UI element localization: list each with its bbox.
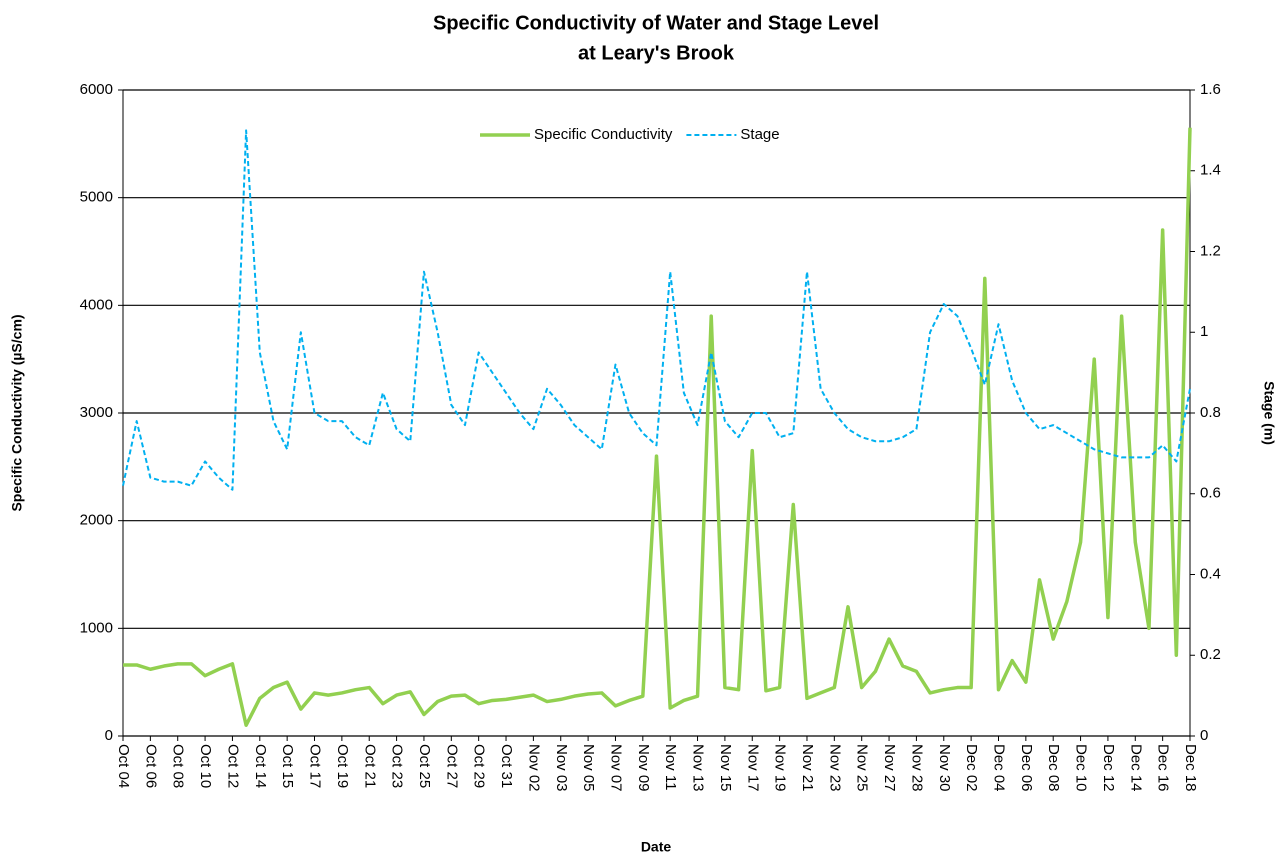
- series-line: [122, 129, 1191, 491]
- x-tick-label: Oct 19: [334, 744, 351, 788]
- y2-tick-label: 0.6: [1200, 485, 1221, 502]
- y2-tick-label: 1: [1200, 323, 1208, 340]
- x-tick-label: Oct 23: [389, 744, 406, 788]
- x-tick-label: Dec 12: [1100, 744, 1117, 792]
- x-tick-label: Oct 21: [361, 744, 378, 788]
- y-tick-label: 1000: [80, 619, 113, 636]
- x-tick-label: Oct 14: [252, 744, 269, 788]
- x-tick-label: Oct 10: [197, 744, 214, 788]
- y2-tick-label: 0.4: [1200, 565, 1221, 582]
- x-axis-label: Date: [641, 839, 672, 855]
- x-tick-label: Nov 27: [881, 744, 898, 792]
- legend-label: Stage: [740, 126, 779, 143]
- x-tick-label: Oct 17: [307, 744, 324, 788]
- x-tick-label: Nov 02: [525, 744, 542, 792]
- x-tick-label: Dec 02: [963, 744, 980, 792]
- y2-tick-label: 1.6: [1200, 81, 1221, 98]
- x-tick-label: Dec 10: [1073, 744, 1090, 792]
- x-tick-label: Nov 21: [799, 744, 816, 792]
- x-tick-label: Oct 04: [115, 744, 132, 788]
- x-tick-label: Nov 13: [690, 744, 707, 792]
- x-tick-label: Nov 19: [772, 744, 789, 792]
- y-tick-label: 0: [105, 727, 113, 744]
- y2-tick-label: 0: [1200, 727, 1208, 744]
- y2-tick-label: 1.2: [1200, 242, 1221, 259]
- x-tick-label: Dec 18: [1182, 744, 1199, 792]
- y2-tick-label: 1.4: [1200, 162, 1221, 179]
- x-tick-label: Nov 23: [826, 744, 843, 792]
- y2-axis-label: Stage (m): [1261, 381, 1277, 445]
- x-tick-label: Dec 14: [1127, 744, 1144, 792]
- y-tick-label: 6000: [80, 81, 113, 98]
- x-tick-label: Nov 09: [635, 744, 652, 792]
- x-tick-label: Oct 06: [142, 744, 159, 788]
- x-tick-label: Nov 07: [607, 744, 624, 792]
- x-tick-label: Oct 31: [498, 744, 515, 788]
- x-tick-label: Dec 08: [1045, 744, 1062, 792]
- x-tick-label: Nov 03: [553, 744, 570, 792]
- y-tick-label: 5000: [80, 189, 113, 206]
- x-tick-label: Nov 25: [854, 744, 871, 792]
- x-tick-label: Nov 28: [908, 744, 925, 792]
- chart-title: Specific Conductivity of Water and Stage…: [433, 12, 879, 34]
- x-tick-label: Oct 25: [416, 744, 433, 788]
- x-tick-label: Nov 11: [662, 744, 679, 790]
- x-tick-label: Dec 16: [1155, 744, 1172, 792]
- y-tick-label: 4000: [80, 296, 113, 313]
- chart-title: at Leary's Brook: [578, 42, 735, 64]
- x-tick-label: Oct 12: [224, 744, 241, 788]
- x-tick-label: Dec 06: [1018, 744, 1035, 792]
- y-tick-label: 2000: [80, 512, 113, 529]
- y2-tick-label: 0.8: [1200, 404, 1221, 421]
- x-tick-label: Oct 15: [279, 744, 296, 788]
- x-tick-label: Nov 30: [936, 744, 953, 792]
- y-axis-label: Specific Conductivity (µS/cm): [9, 314, 25, 511]
- x-tick-label: Nov 05: [580, 744, 597, 792]
- x-tick-label: Oct 08: [170, 744, 187, 788]
- legend-label: Specific Conductivity: [534, 126, 673, 143]
- x-tick-label: Nov 17: [744, 744, 761, 792]
- y-tick-label: 3000: [80, 404, 113, 421]
- x-tick-label: Nov 15: [717, 744, 734, 792]
- y2-tick-label: 0.2: [1200, 646, 1221, 663]
- series-line: [123, 127, 1192, 727]
- x-tick-label: Oct 29: [471, 744, 488, 788]
- x-tick-label: Dec 04: [991, 744, 1008, 792]
- x-tick-label: Oct 27: [443, 744, 460, 788]
